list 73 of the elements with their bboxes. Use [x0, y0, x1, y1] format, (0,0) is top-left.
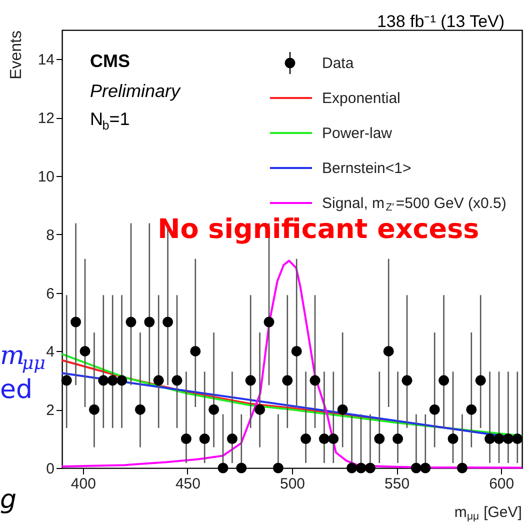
y-tick-label: 0 [46, 460, 54, 478]
point [392, 434, 404, 444]
point [80, 346, 90, 356]
point [475, 375, 486, 386]
point [153, 375, 164, 386]
point [429, 404, 440, 415]
point [356, 462, 366, 474]
point [300, 434, 312, 444]
text: ed [0, 375, 32, 405]
point [88, 404, 100, 415]
point [264, 316, 274, 328]
point [61, 375, 72, 386]
point [254, 404, 266, 415]
point [402, 375, 412, 386]
point [364, 462, 376, 474]
point [420, 462, 431, 474]
x-tick-label: 500 [280, 476, 306, 492]
legend-label: Exponential [322, 90, 400, 107]
point [162, 316, 174, 328]
point [456, 462, 468, 474]
point [180, 434, 192, 444]
point [484, 434, 496, 444]
point [116, 375, 128, 386]
point [134, 404, 146, 415]
x-tick-label: 600 [489, 476, 514, 492]
x-tick-label: 550 [384, 476, 410, 492]
point [107, 375, 118, 386]
point [172, 375, 182, 386]
point [272, 462, 284, 474]
y-tick-label: 14 [38, 52, 54, 69]
point [448, 434, 458, 444]
point [226, 434, 238, 444]
point [318, 434, 330, 444]
point [98, 375, 109, 386]
text: g [0, 485, 17, 515]
point [383, 346, 394, 356]
point [346, 462, 358, 474]
point [190, 346, 201, 356]
point [310, 375, 320, 386]
point [144, 316, 155, 328]
point [236, 462, 247, 474]
point [199, 434, 210, 444]
point [282, 375, 293, 386]
x-tick-label: 450 [175, 476, 200, 492]
y-tick-label: 10 [38, 168, 54, 186]
point [291, 346, 302, 356]
point [438, 375, 450, 386]
point [208, 404, 220, 415]
point [512, 434, 523, 444]
y-tick-label: 4 [46, 344, 54, 361]
y-axis-title: Events [8, 30, 25, 80]
y-tick-label: 2 [46, 402, 54, 420]
point [245, 375, 256, 386]
text: Preliminary [90, 81, 182, 101]
point [328, 434, 339, 444]
point [466, 404, 477, 415]
annotation: 138 fb⁻¹ (13 TeV) [376, 12, 505, 31]
point [70, 316, 82, 328]
legend-label: Bernstein<1> [322, 160, 412, 177]
point [502, 434, 514, 444]
x-tick-label: 400 [70, 476, 96, 492]
y-tick-label: 12 [38, 110, 54, 128]
legend-label: Data [322, 55, 354, 72]
point [494, 434, 504, 444]
y-tick-label: 8 [46, 226, 54, 244]
legend-label: Power-law [322, 125, 392, 142]
text: CMS [90, 51, 130, 71]
point [374, 434, 385, 444]
y-tick-label: 6 [46, 285, 54, 302]
point [410, 462, 422, 474]
point [218, 462, 228, 474]
point [337, 404, 348, 415]
point [126, 316, 136, 328]
